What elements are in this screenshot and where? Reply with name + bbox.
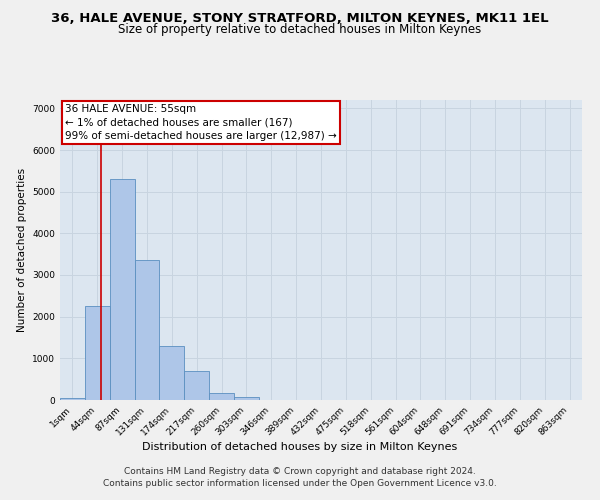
Bar — [234, 396, 259, 400]
Text: Contains public sector information licensed under the Open Government Licence v3: Contains public sector information licen… — [103, 479, 497, 488]
Bar — [134, 260, 160, 400]
Y-axis label: Number of detached properties: Number of detached properties — [17, 168, 26, 332]
Bar — [85, 306, 110, 400]
Bar — [209, 393, 234, 400]
Text: Size of property relative to detached houses in Milton Keynes: Size of property relative to detached ho… — [118, 22, 482, 36]
Text: Contains HM Land Registry data © Crown copyright and database right 2024.: Contains HM Land Registry data © Crown c… — [124, 468, 476, 476]
Text: 36 HALE AVENUE: 55sqm
← 1% of detached houses are smaller (167)
99% of semi-deta: 36 HALE AVENUE: 55sqm ← 1% of detached h… — [65, 104, 337, 141]
Bar — [60, 398, 85, 400]
Text: 36, HALE AVENUE, STONY STRATFORD, MILTON KEYNES, MK11 1EL: 36, HALE AVENUE, STONY STRATFORD, MILTON… — [51, 12, 549, 26]
Bar — [184, 371, 209, 400]
Bar — [160, 346, 184, 400]
Text: Distribution of detached houses by size in Milton Keynes: Distribution of detached houses by size … — [142, 442, 458, 452]
Bar — [110, 179, 134, 400]
